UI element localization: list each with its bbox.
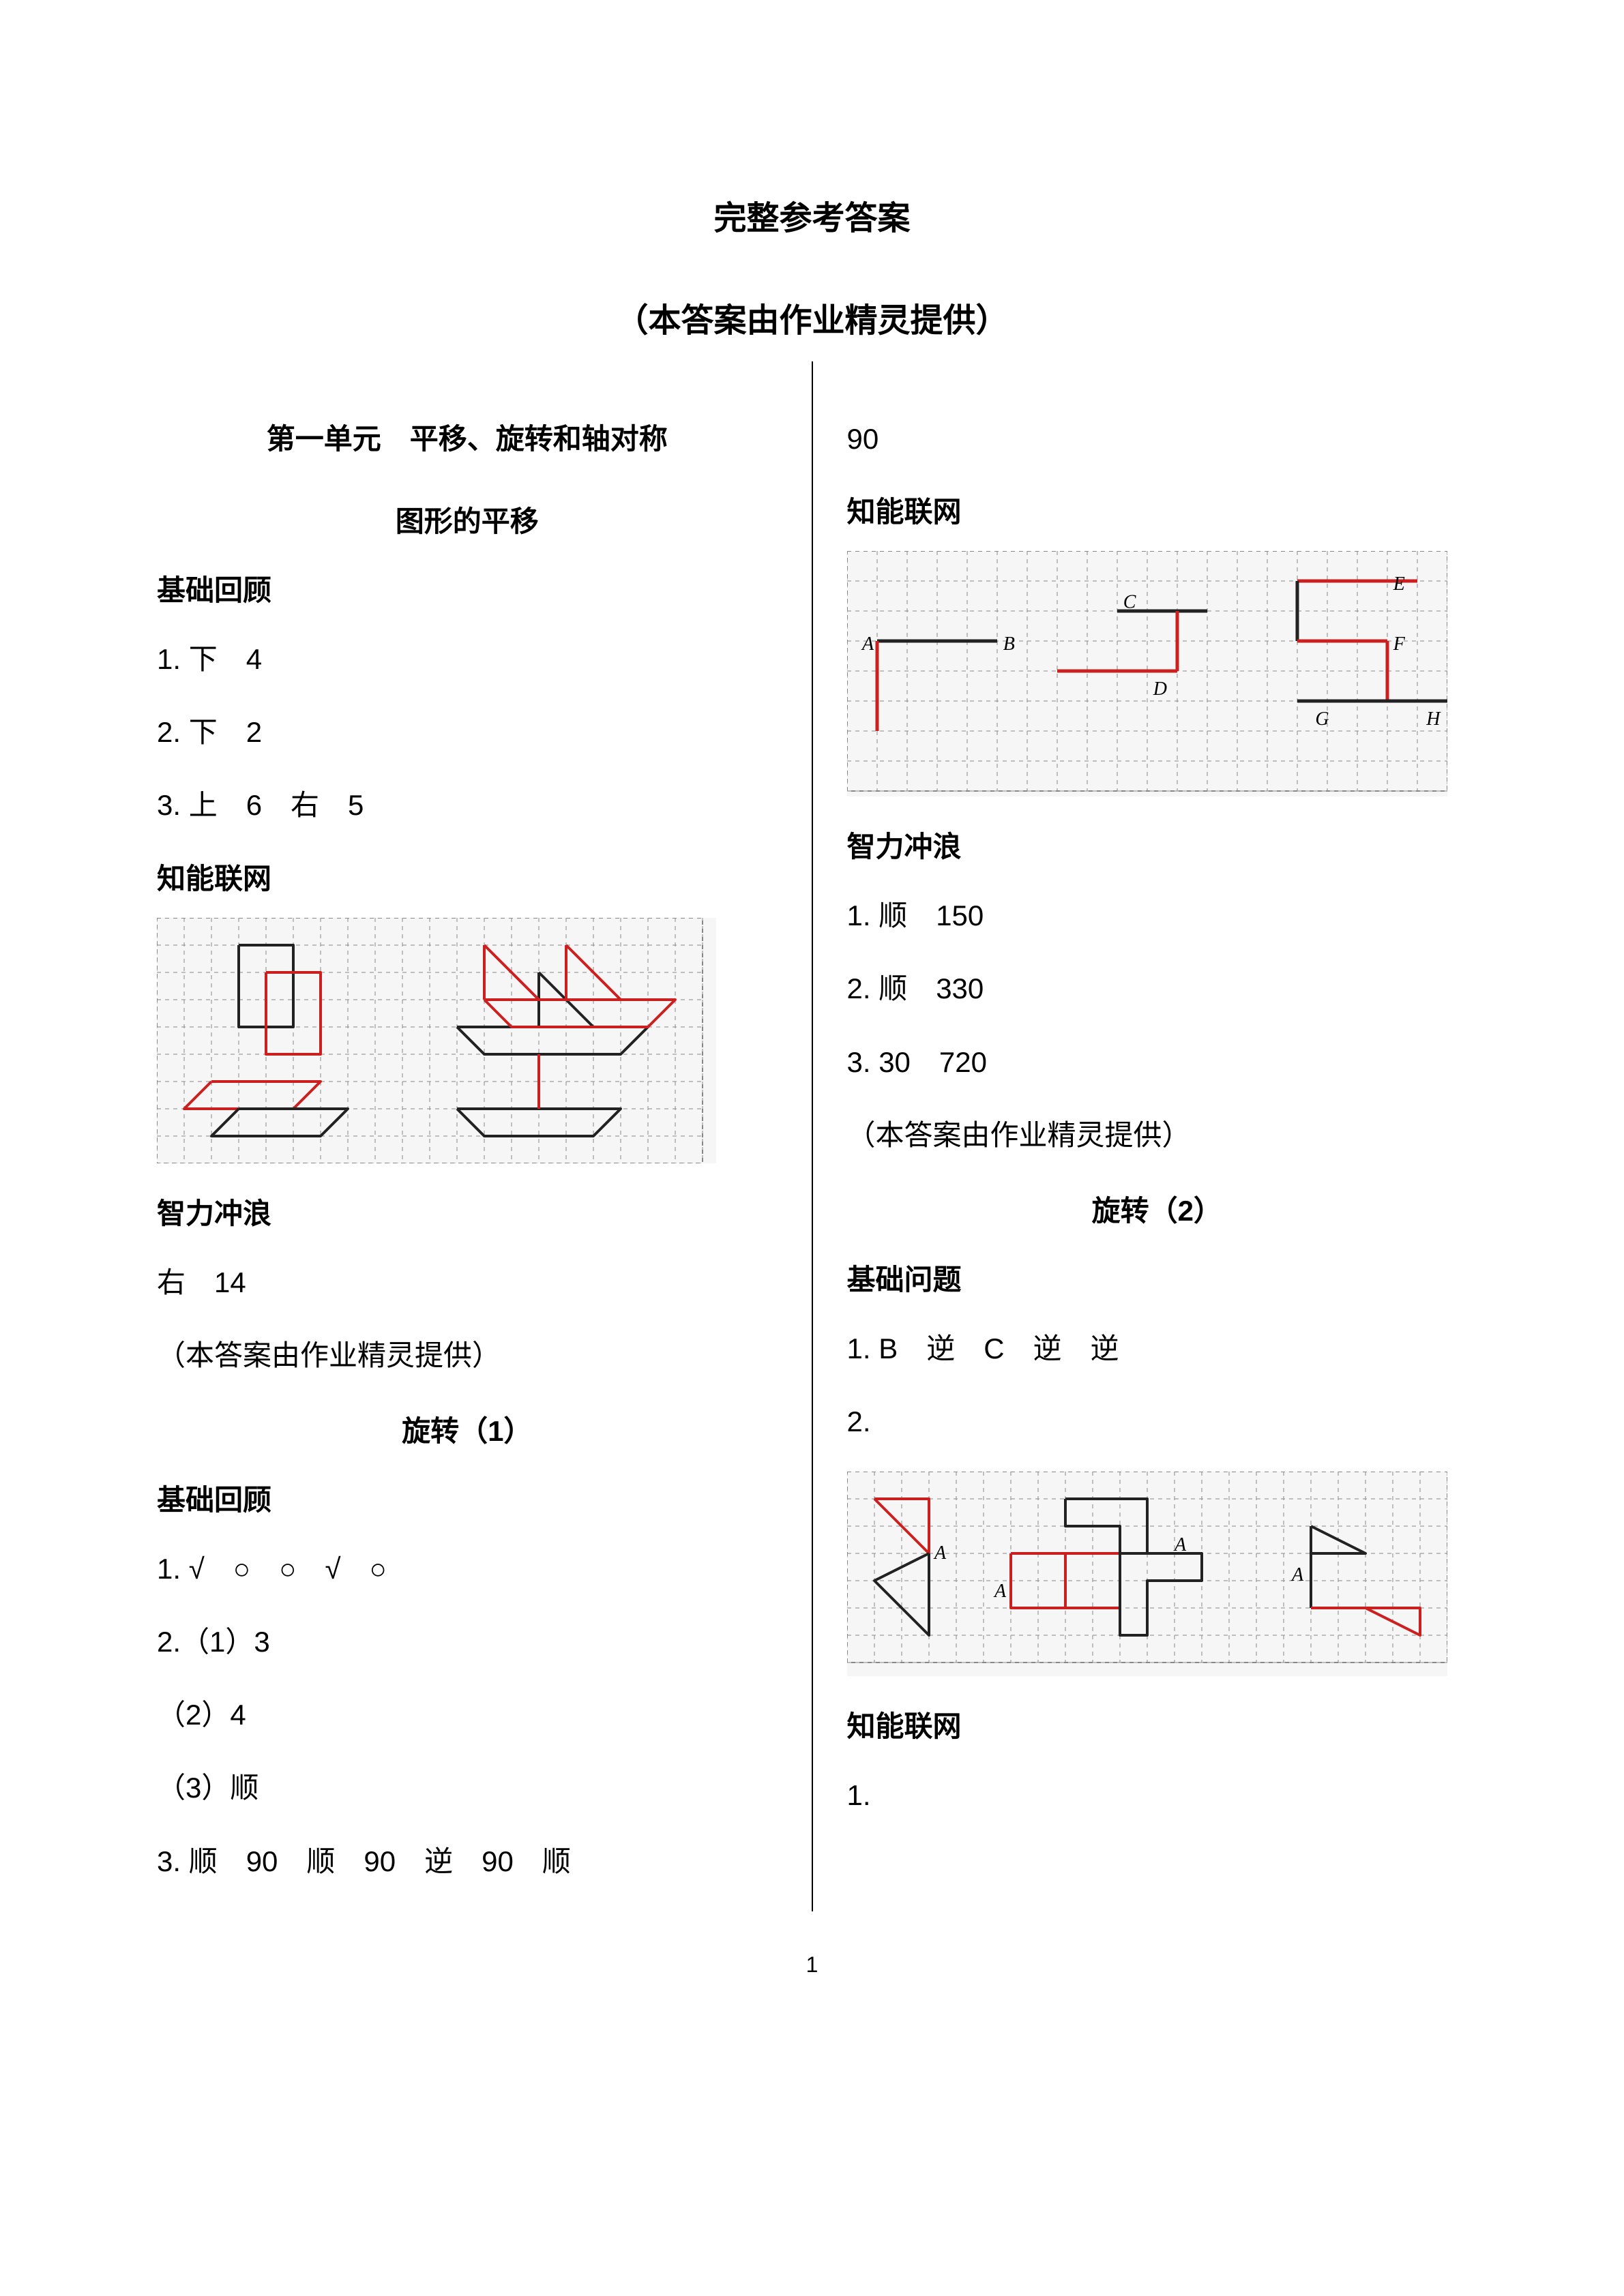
answer-line: 1. B 逆 C 逆 逆 [847,1326,1468,1371]
answer-line: 2. 下 2 [157,709,778,755]
figure-rotation-grid: A A A A [847,1472,1468,1676]
grid-svg-2: A B C D E F G H [847,551,1447,796]
svg-text:A: A [861,633,874,655]
svg-text:F: F [1392,633,1405,655]
answer-line: 3. 上 6 右 5 [157,782,778,828]
unit-heading: 第一单元 平移、旋转和轴对称 [157,416,778,458]
credit-line: （本答案由作业精灵提供） [847,1112,1468,1154]
answer-line: 1. [847,1772,1468,1818]
topic-heading-rotation1: 旋转（1） [157,1408,778,1450]
left-column: 第一单元 平移、旋转和轴对称 图形的平移 基础回顾 1. 下 4 2. 下 2 … [157,361,812,1911]
svg-text:B: B [1003,633,1014,655]
svg-text:A: A [1173,1534,1187,1555]
section-basic-review-1: 基础回顾 [157,567,778,609]
figure-translation-grid [157,918,778,1163]
main-title: 完整参考答案 [157,191,1467,239]
answer-line: 2. [847,1399,1468,1444]
section-brain-surf-1: 智力冲浪 [157,1191,778,1232]
svg-text:A: A [1290,1564,1304,1585]
topic-heading-rotation2: 旋转（2） [847,1188,1468,1229]
credit-line: （本答案由作业精灵提供） [157,1332,778,1374]
svg-text:A: A [933,1542,947,1564]
svg-text:G: G [1315,709,1329,730]
carry-over-line: 90 [847,416,1468,462]
section-basic-review-2: 基础回顾 [157,1477,778,1519]
svg-text:H: H [1426,709,1441,730]
right-column: 90 知能联网 ABCDEFGH 智力冲浪 1. 顺 150 2. 顺 330 … [813,361,1468,1911]
header-block: 完整参考答案 （本答案由作业精灵提供） [157,191,1467,341]
figure-labeled-grid: A B C D E F G H [847,551,1468,796]
topic-heading-translation: 图形的平移 [157,498,778,540]
section-knowledge-network-1: 知能联网 [157,856,778,897]
two-column-layout: 第一单元 平移、旋转和轴对称 图形的平移 基础回顾 1. 下 4 2. 下 2 … [157,361,1467,1911]
answer-line: 3. 顺 90 顺 90 逆 90 顺 [157,1838,778,1884]
section-knowledge-network-3: 知能联网 [847,1703,1468,1745]
answer-line: （2）4 [157,1692,778,1738]
svg-text:A: A [993,1581,1007,1602]
grid-svg-3: A A A A [847,1472,1447,1676]
sub-title: （本答案由作业精灵提供） [157,293,1467,341]
grid-svg-1 [157,918,716,1163]
answer-line: 1. √ ○ ○ √ ○ [157,1546,778,1592]
answer-line: （3）顺 [157,1765,778,1810]
answer-line: 3. 30 720 [847,1039,1468,1085]
section-basic-questions: 基础问题 [847,1257,1468,1298]
svg-text:E: E [1392,573,1404,595]
answer-line: 1. 顺 150 [847,893,1468,938]
svg-text:D: D [1152,679,1166,700]
section-brain-surf-2: 智力冲浪 [847,824,1468,865]
answer-line: 2.（1）3 [157,1619,778,1665]
section-knowledge-network-2: 知能联网 [847,489,1468,531]
svg-text:C: C [1123,592,1136,613]
page-number: 1 [157,1952,1467,1978]
answer-line: 右 14 [157,1259,778,1305]
answer-line: 1. 下 4 [157,636,778,682]
answer-line: 2. 顺 330 [847,966,1468,1011]
